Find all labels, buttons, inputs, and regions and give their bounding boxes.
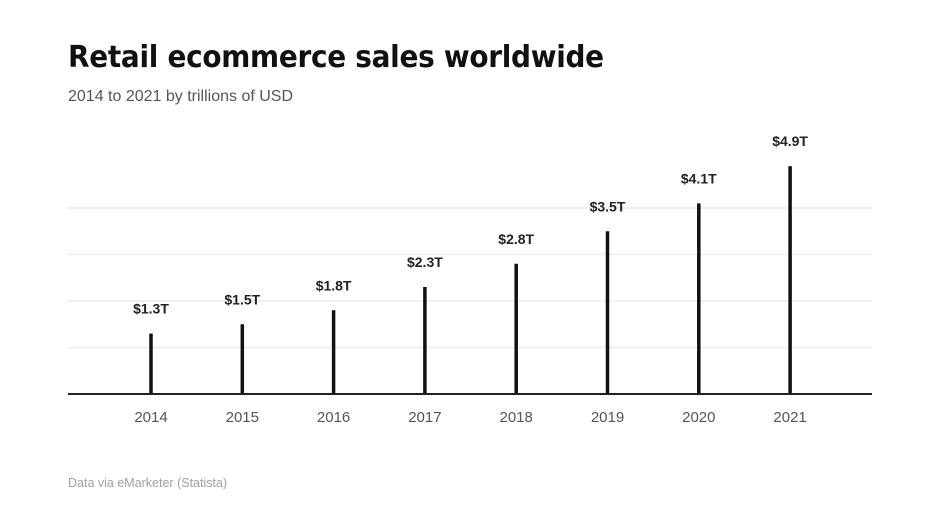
data-label-2017: $2.3T: [407, 254, 443, 270]
x-tick-labels: 2014 2015 2016 2017 2018 2019 2020 2021: [134, 409, 806, 426]
x-tick-2018: 2018: [500, 409, 533, 426]
x-tick-2015: 2015: [226, 409, 259, 426]
bars: [149, 166, 792, 394]
data-labels: $1.3T $1.5T $1.8T $2.3T $2.8T $3.5T $4.1T $4.9T: [133, 133, 808, 316]
gridlines: [68, 207, 872, 349]
data-label-2016: $1.8T: [316, 277, 352, 293]
x-tick-2014: 2014: [134, 409, 167, 426]
chart-subtitle: 2014 to 2021 by trillions of USD: [68, 88, 294, 105]
x-tick-2017: 2017: [408, 409, 441, 426]
data-label-2019: $3.5T: [590, 198, 626, 214]
x-tick-2021: 2021: [773, 409, 806, 426]
data-label-2021: $4.9T: [772, 133, 808, 149]
x-tick-2016: 2016: [317, 409, 350, 426]
data-label-2018: $2.8T: [498, 231, 534, 247]
source-note: Data via eMarketer (Statista): [68, 476, 228, 490]
data-label-2014: $1.3T: [133, 301, 169, 317]
x-tick-2019: 2019: [591, 409, 624, 426]
chart-title: Retail ecommerce sales worldwide: [68, 40, 604, 75]
data-label-2020: $4.1T: [681, 170, 717, 186]
data-label-2015: $1.5T: [224, 291, 260, 307]
x-tick-2020: 2020: [682, 409, 715, 426]
